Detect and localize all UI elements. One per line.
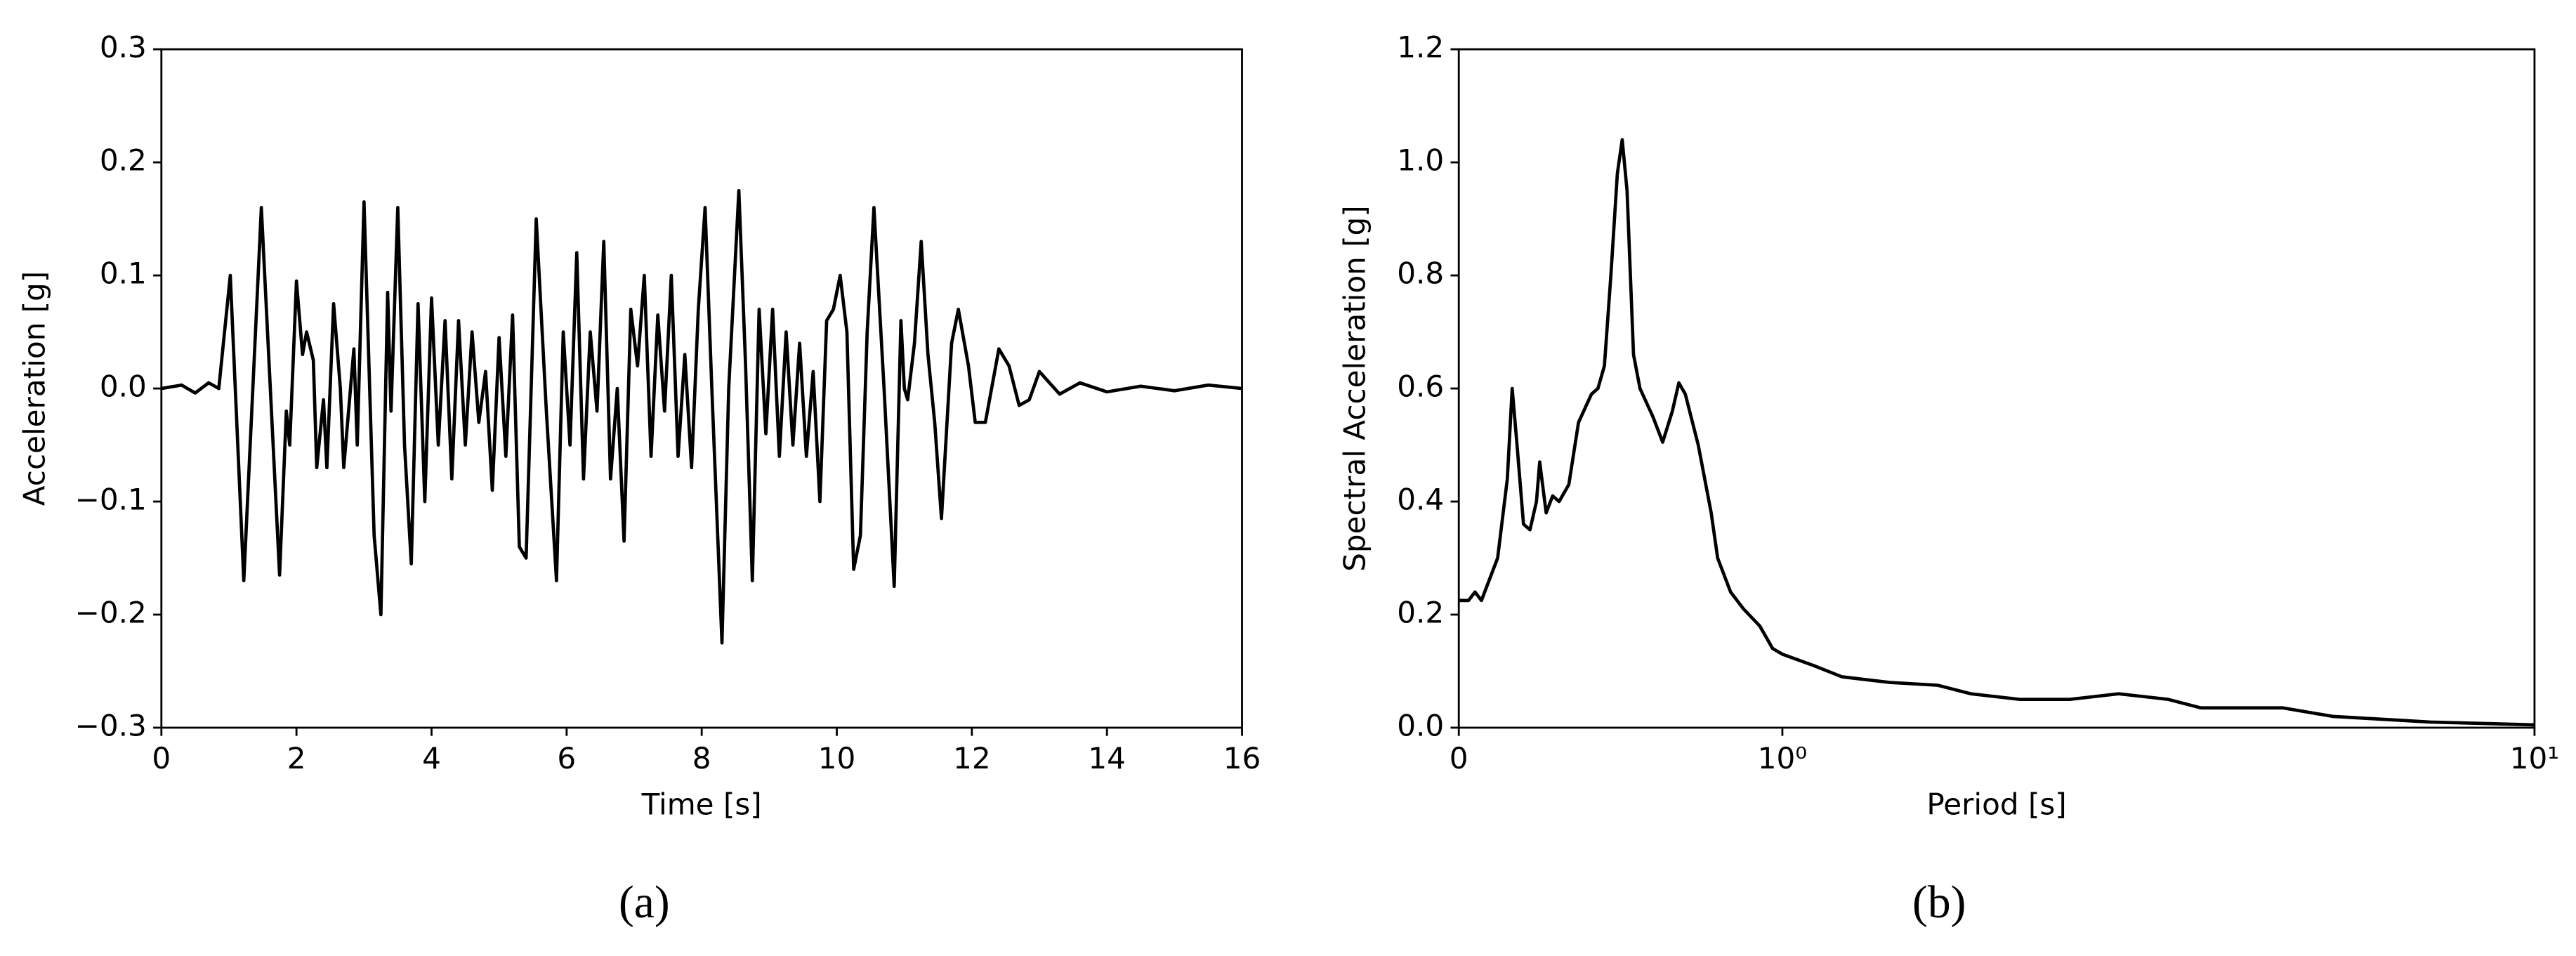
y-axis-label: Spectral Acceleration [g] (1338, 205, 1372, 571)
y-tick-label: 0.2 (1397, 595, 1444, 629)
y-tick-label: 0.3 (100, 30, 147, 65)
y-tick-label: 1.2 (1397, 30, 1444, 65)
data-line (161, 189, 1242, 645)
x-tick-label: 10¹ (2510, 741, 2559, 775)
x-tick-label: 16 (1223, 741, 1261, 775)
y-tick-label: 0.0 (100, 369, 147, 404)
y-tick-label: −0.2 (75, 595, 147, 629)
y-tick-label: 0.6 (1397, 369, 1444, 404)
x-tick-label: 10⁰ (1758, 741, 1807, 775)
x-tick-label: 0 (1450, 741, 1468, 775)
y-tick-label: 0.1 (100, 256, 147, 291)
y-tick-label: 0.8 (1397, 256, 1444, 291)
data-line (1459, 138, 2535, 727)
y-tick-label: 0.4 (1397, 483, 1444, 517)
y-tick-label: 0.2 (100, 143, 147, 178)
x-tick-label: 0 (152, 741, 171, 775)
x-tick-label: 2 (287, 741, 306, 775)
y-axis-label: Acceleration [g] (18, 271, 52, 506)
x-tick-label: 4 (422, 741, 441, 775)
axes-frame (160, 48, 1243, 729)
y-tick-label: 0.0 (1397, 708, 1444, 742)
y-tick-label: −0.3 (75, 708, 147, 742)
x-tick-label: 10 (818, 741, 856, 775)
panel-label: (b) (1912, 877, 1966, 928)
panel-label: (a) (619, 877, 670, 928)
x-tick-label: 12 (953, 741, 991, 775)
x-tick-label: 8 (692, 741, 711, 775)
x-tick-label: 14 (1088, 741, 1126, 775)
x-tick-label: 6 (557, 741, 576, 775)
x-axis-label: Time [s] (641, 787, 762, 822)
y-tick-label: −0.1 (75, 483, 147, 517)
y-tick-label: 1.0 (1397, 143, 1444, 178)
x-axis-label: Period [s] (1926, 787, 2066, 822)
